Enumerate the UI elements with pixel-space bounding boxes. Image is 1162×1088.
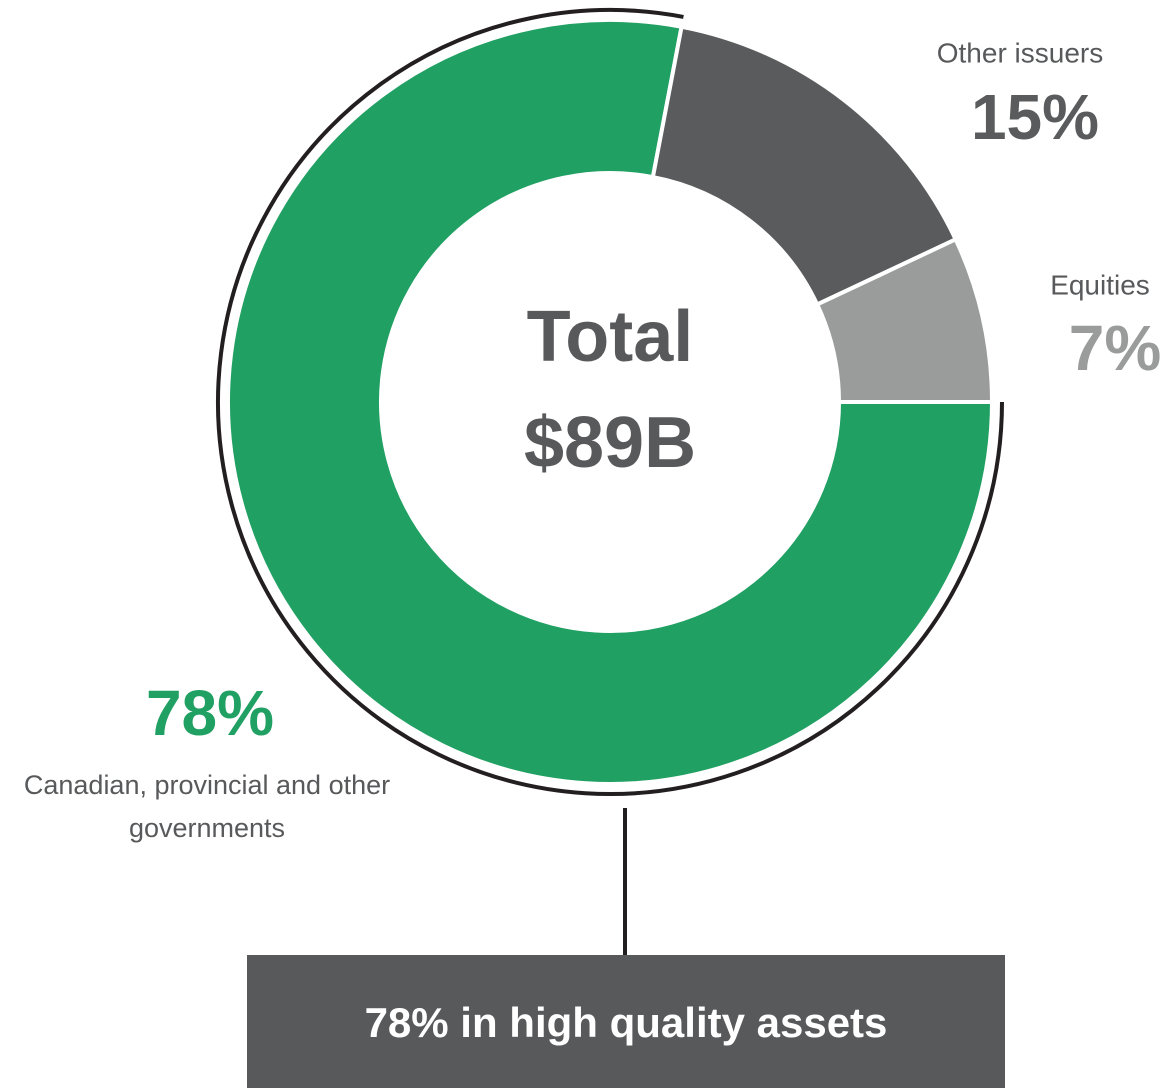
category-label: Equities — [1050, 269, 1150, 300]
annotation: 78% in high quality assets — [365, 999, 888, 1046]
category-label: Other issuers — [937, 37, 1104, 68]
value-label: 15% — [971, 81, 1099, 153]
slice — [814, 236, 995, 404]
category-label: Canadian, provincial and other governmen… — [23, 770, 391, 843]
center-label: $89B — [524, 403, 696, 483]
value-label: 78% — [146, 677, 274, 749]
highlight-arc — [216, 8, 1004, 796]
center-label: Total — [527, 297, 694, 377]
slice — [650, 24, 959, 308]
value-label: 7% — [1069, 312, 1162, 384]
slice — [226, 18, 995, 786]
annotation-box — [247, 955, 1005, 1088]
